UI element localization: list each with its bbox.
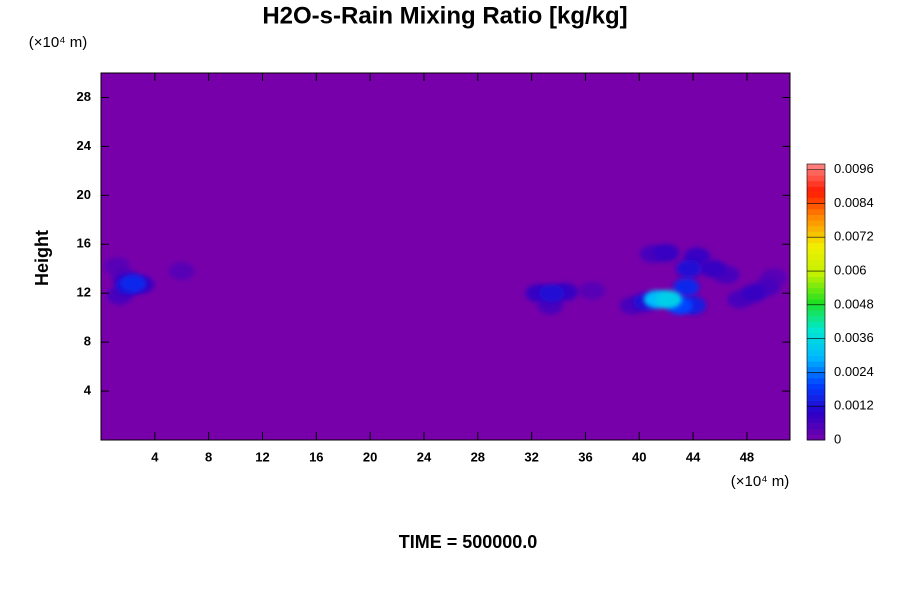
y-tick-label: 12 bbox=[77, 285, 91, 300]
colorbar-band bbox=[807, 175, 825, 182]
y-tick-label: 8 bbox=[84, 334, 91, 349]
colorbar-band bbox=[807, 259, 825, 266]
colorbar-tick-label: 0.0012 bbox=[834, 398, 874, 413]
colorbar-tick-label: 0.0084 bbox=[834, 195, 874, 210]
colorbar-band bbox=[807, 310, 825, 317]
x-unit: (×10⁴ m) bbox=[731, 473, 790, 490]
y-tick-label: 16 bbox=[77, 236, 91, 251]
colorbar-band bbox=[807, 180, 825, 187]
contour-cell bbox=[653, 243, 680, 262]
colorbar-band bbox=[807, 366, 825, 373]
colorbar-band bbox=[807, 423, 825, 430]
colorbar-band bbox=[807, 321, 825, 328]
colorbar-band bbox=[807, 316, 825, 323]
contour-cell bbox=[579, 281, 606, 300]
colorbar-band bbox=[807, 372, 825, 379]
y-tick-label: 28 bbox=[77, 89, 91, 104]
x-tick-label: 44 bbox=[686, 449, 701, 464]
colorbar-band bbox=[807, 209, 825, 215]
colorbar-band bbox=[807, 254, 825, 261]
colorbar-tick-label: 0.006 bbox=[834, 262, 867, 277]
colorbar-band bbox=[807, 271, 825, 277]
x-tick-label: 40 bbox=[632, 449, 646, 464]
colorbar-band bbox=[807, 383, 825, 390]
colorbar-band bbox=[807, 192, 825, 199]
colorbar-band bbox=[807, 164, 825, 170]
colorbar-tick-label: 0.0048 bbox=[834, 296, 874, 311]
x-tick-label: 16 bbox=[309, 449, 323, 464]
colorbar-band bbox=[807, 355, 825, 362]
colorbar-band bbox=[807, 197, 825, 204]
y-axis-label: Height bbox=[32, 230, 52, 286]
x-tick-label: 28 bbox=[471, 449, 485, 464]
colorbar-band bbox=[807, 417, 825, 424]
y-tick-label: 20 bbox=[77, 187, 91, 202]
contour-cell bbox=[673, 278, 700, 297]
x-tick-label: 20 bbox=[363, 449, 377, 464]
colorbar-band bbox=[807, 231, 825, 238]
colorbar-tick-label: 0.0072 bbox=[834, 229, 874, 244]
colorbar-band bbox=[807, 327, 825, 334]
contour-cell bbox=[740, 284, 767, 303]
colorbar-band bbox=[807, 394, 825, 401]
colorbar-band bbox=[807, 411, 825, 418]
x-tick-label: 8 bbox=[205, 449, 212, 464]
colorbar-band bbox=[807, 400, 825, 407]
colorbar-band bbox=[807, 389, 825, 396]
colorbar-tick-label: 0.0024 bbox=[834, 364, 874, 379]
contour-cell bbox=[676, 259, 703, 278]
colorbar-band bbox=[807, 293, 825, 300]
colorbar-band bbox=[807, 282, 825, 289]
colorbar-band bbox=[807, 225, 825, 232]
colorbar-band bbox=[807, 186, 825, 193]
colorbar-band bbox=[807, 248, 825, 255]
x-tick-label: 36 bbox=[578, 449, 592, 464]
colorbar-band bbox=[807, 349, 825, 356]
contour-cell bbox=[120, 274, 147, 293]
colorbar-band bbox=[807, 304, 825, 311]
colorbar-band bbox=[807, 203, 825, 210]
colorbar-band bbox=[807, 338, 825, 345]
colorbar-tick-label: 0.0036 bbox=[834, 330, 874, 345]
colorbar-band bbox=[807, 214, 825, 221]
colorbar-band bbox=[807, 237, 825, 244]
x-tick-label: 32 bbox=[524, 449, 538, 464]
plot-frame bbox=[100, 72, 791, 441]
x-tick-label: 48 bbox=[740, 449, 754, 464]
colorbar-band bbox=[807, 287, 825, 294]
colorbar-band bbox=[807, 220, 825, 227]
colorbar-band bbox=[807, 344, 825, 351]
colorbar-band bbox=[807, 299, 825, 306]
colorbar-band bbox=[807, 242, 825, 249]
y-tick-label: 24 bbox=[77, 138, 92, 153]
contour-cell bbox=[700, 259, 727, 278]
colorbar-band bbox=[807, 428, 825, 435]
colorbar-band bbox=[807, 276, 825, 283]
x-tick-label: 12 bbox=[255, 449, 269, 464]
x-tick-label: 4 bbox=[151, 449, 159, 464]
colorbar-band bbox=[807, 361, 825, 368]
colorbar-band bbox=[807, 169, 825, 176]
contour-cell bbox=[538, 284, 565, 303]
contour-cell bbox=[655, 290, 682, 309]
colorbar-tick-label: 0.0096 bbox=[834, 161, 874, 176]
colorbar-band bbox=[807, 406, 825, 413]
colorbar-band bbox=[807, 434, 825, 441]
colorbar-band bbox=[807, 332, 825, 339]
y-unit: (×10⁴ m) bbox=[29, 34, 88, 51]
y-tick-label: 4 bbox=[84, 383, 92, 398]
colorbar-band bbox=[807, 378, 825, 384]
x-tick-label: 24 bbox=[417, 449, 432, 464]
contour-cell bbox=[168, 262, 195, 281]
footer: TIME = 500000.0 bbox=[399, 532, 538, 552]
field bbox=[101, 73, 790, 440]
colorbar-band bbox=[807, 265, 825, 272]
colorbar-tick-label: 0 bbox=[834, 431, 841, 446]
chart-title: H2O-s-Rain Mixing Ratio [kg/kg] bbox=[262, 2, 627, 29]
